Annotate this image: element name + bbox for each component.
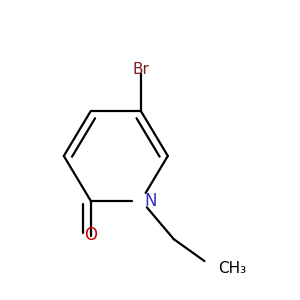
Text: CH₃: CH₃ — [218, 261, 247, 276]
Text: Br: Br — [133, 62, 149, 77]
Text: O: O — [84, 226, 97, 244]
Text: N: N — [144, 191, 157, 209]
